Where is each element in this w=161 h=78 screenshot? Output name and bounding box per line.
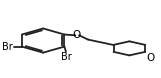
Text: O: O [146,53,154,63]
Text: O: O [72,30,80,40]
Text: Br: Br [2,42,13,52]
Text: Br: Br [61,52,71,62]
